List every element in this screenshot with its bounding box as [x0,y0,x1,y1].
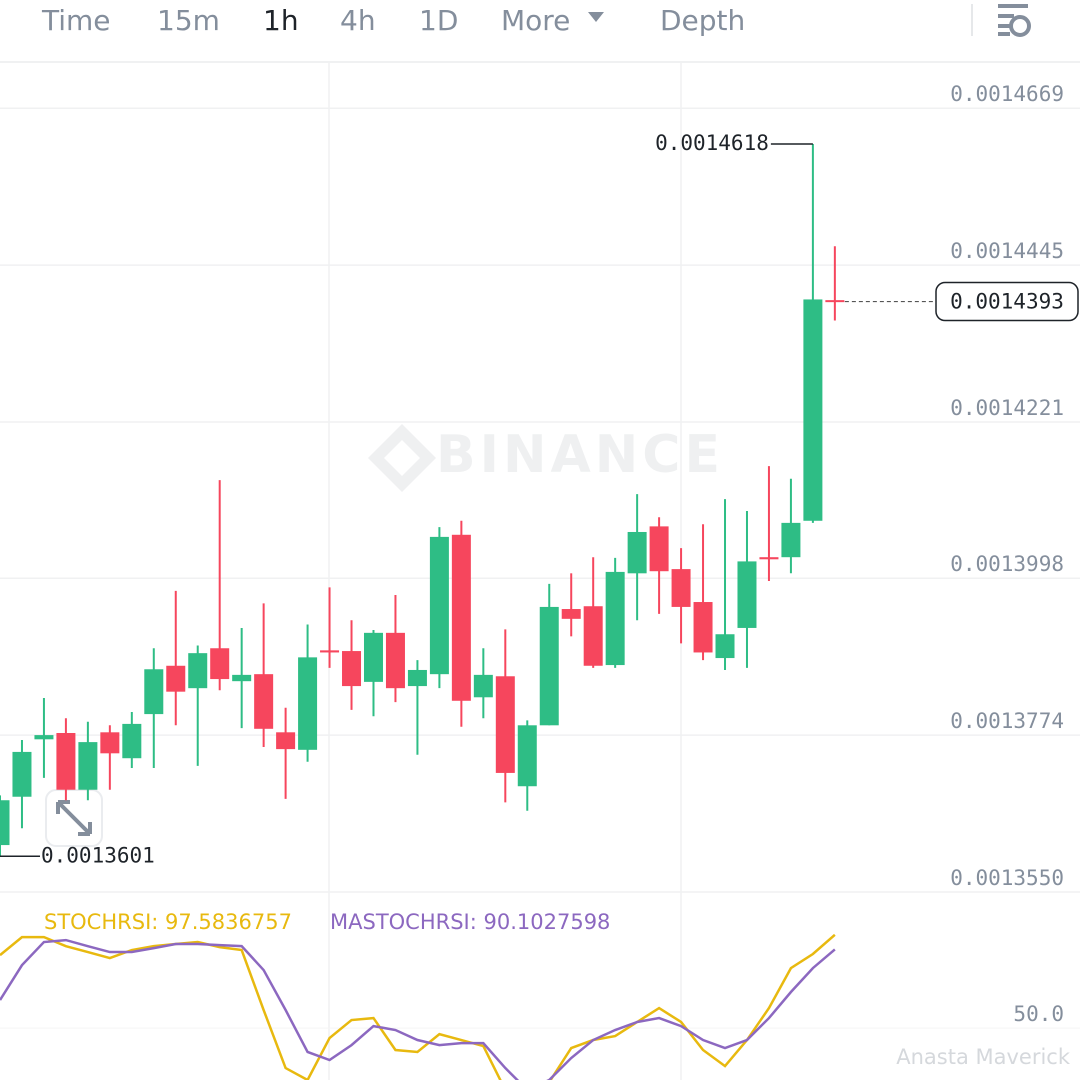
candle-body [495,676,515,773]
tab[interactable]: 1D [419,4,458,37]
candle-body [539,606,559,726]
y-tick-label: 0.0013550 [950,866,1064,890]
y-tick-label: 0.0013998 [950,552,1064,576]
candle-body [232,674,252,682]
candle-body [627,531,647,574]
candle-body [429,536,449,675]
tab[interactable]: 4h [340,4,376,37]
candle-body [517,725,537,787]
candle-body [759,557,779,560]
indicator-line [0,938,836,1080]
candle-body [12,751,32,797]
candle-body [320,650,340,653]
candle-body [781,522,801,558]
legend-entry: MASTOCHRSI: 90.1027598 [330,910,610,934]
candle-body [188,653,208,689]
toolbar: Time 15m 1h 4h 1D More Depth [41,4,745,37]
candle-body [605,571,625,666]
candle-body [583,606,603,666]
candle-body [407,669,427,687]
candle-body [693,602,713,653]
watermark: BINANCE [436,425,724,485]
tab[interactable]: More [501,4,570,37]
candle-body [56,733,76,790]
candle-body [671,569,691,607]
price-label: 0.0014393 [950,290,1064,314]
y-tick-label: 50.0 [1013,1002,1064,1026]
indicator-line [0,933,836,1080]
user-watermark: Anasta Maverick [896,1045,1071,1069]
candle-body [100,732,120,754]
price-box [935,281,1079,322]
candle-body [715,634,735,659]
candle-body [363,632,383,682]
candle-body [166,665,186,692]
candle-body [210,648,230,680]
y-tick-label: 0.0014445 [950,239,1064,263]
candle-body [78,742,98,790]
candle-body [144,669,164,715]
candle-body [737,561,757,628]
settings-icon[interactable] [998,4,1031,37]
candle-body [803,299,823,521]
legend-entry: STOCHRSI: 97.5836757 [44,910,292,934]
candle-body [649,526,669,572]
y-tick-label: 0.0013774 [950,709,1064,733]
candle-body [276,732,296,750]
candle-body [0,800,10,846]
candle-body [342,651,362,687]
more-caret [588,12,604,22]
candle-body [825,300,845,303]
low-label: 0.0013601 [41,843,155,867]
fullscreen-button[interactable] [45,789,103,847]
candle-body [34,735,54,740]
candle-body [561,609,581,619]
high-label: 0.0014618 [655,131,769,155]
candle-body [451,534,471,701]
candle-body [473,674,493,698]
tab[interactable]: 1h [263,4,299,37]
candle-body [122,723,142,759]
candle-body [298,657,318,750]
candle-body [385,632,405,689]
candle-body [254,674,274,729]
watermark-logo [368,424,436,492]
y-tick-label: 0.0014221 [950,396,1064,420]
y-tick-label: 0.0014669 [950,82,1064,106]
tab[interactable]: 15m [157,4,220,37]
tab[interactable]: Time [41,4,111,37]
tab[interactable]: Depth [660,4,745,37]
